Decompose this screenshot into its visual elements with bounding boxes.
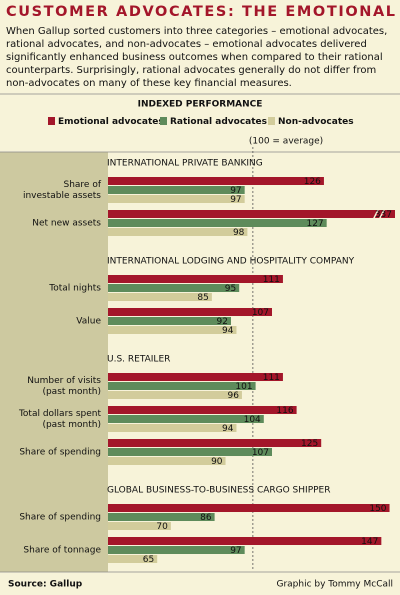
legend-swatch <box>160 117 167 125</box>
bar <box>108 448 272 456</box>
value-label: 97 <box>230 546 241 556</box>
value-label: 65 <box>143 555 154 565</box>
reference-label: (100 = average) <box>249 137 323 147</box>
value-label: 126 <box>304 177 321 187</box>
credit: Graphic by Tommy McCall <box>276 580 393 590</box>
category-label: Total nights <box>48 284 101 294</box>
bar <box>108 555 158 563</box>
bar <box>108 406 297 414</box>
bar <box>108 186 245 194</box>
bar <box>108 326 237 334</box>
label-column <box>0 152 108 572</box>
value-label: 104 <box>244 415 261 425</box>
category-label: Net new assets <box>32 219 101 229</box>
group-title: INTERNATIONAL LODGING AND HOSPITALITY CO… <box>107 257 355 267</box>
legend-swatch <box>48 117 55 125</box>
value-label: 96 <box>227 391 239 401</box>
value-label: 111 <box>263 275 280 285</box>
value-label: 107 <box>252 308 269 318</box>
bar <box>108 522 171 530</box>
axis-break <box>372 207 380 221</box>
value-label: 94 <box>222 326 234 336</box>
value-label: 86 <box>200 513 212 523</box>
bar <box>108 415 264 423</box>
value-label: 92 <box>217 317 228 327</box>
value-label: 94 <box>222 424 234 434</box>
group-title: INTERNATIONAL PRIVATE BANKING <box>107 159 263 169</box>
category-label: Share of spending <box>19 513 101 523</box>
bar <box>108 228 248 236</box>
value-label: 70 <box>156 522 168 532</box>
value-label: 150 <box>369 504 386 514</box>
bar <box>108 284 240 292</box>
value-label: 111 <box>263 373 280 383</box>
category-label: Number of visits <box>27 376 101 386</box>
category-label: Total dollars spent <box>18 409 102 419</box>
value-label: 107 <box>252 448 269 458</box>
bar <box>108 195 245 203</box>
title: CUSTOMER ADVOCATES: THE EMOTIONAL ROI <box>6 4 400 20</box>
value-label: 85 <box>197 293 208 303</box>
bar <box>108 210 395 218</box>
legend-label: Emotional advocates <box>58 117 164 127</box>
value-label: 116 <box>276 406 293 416</box>
value-label: 125 <box>301 439 318 449</box>
legend-label: Rational advocates <box>170 117 267 127</box>
bar <box>108 382 256 390</box>
bar <box>108 504 390 512</box>
bar <box>108 308 272 316</box>
bar <box>108 546 245 554</box>
bar <box>108 537 382 545</box>
subtitle: When Gallup sorted customers into three … <box>6 26 388 89</box>
bar <box>108 275 283 283</box>
category-label: (past month) <box>42 420 101 430</box>
bar <box>108 513 215 521</box>
category-label: Value <box>76 317 101 327</box>
bar <box>108 439 322 447</box>
value-label: 337 <box>375 210 392 220</box>
bar <box>108 317 231 325</box>
value-label: 90 <box>211 457 223 467</box>
category-label: Share of spending <box>19 448 101 458</box>
group-title: U.S. RETAILER <box>107 355 170 365</box>
value-label: 127 <box>306 219 323 229</box>
bar <box>108 219 327 227</box>
value-label: 97 <box>230 195 241 205</box>
value-label: 98 <box>233 228 245 238</box>
category-label: Share of tonnage <box>23 546 101 556</box>
axis-break <box>378 207 386 221</box>
bar <box>108 391 242 399</box>
value-label: 97 <box>230 186 241 196</box>
group-title: GLOBAL BUSINESS-TO-BUSINESS CARGO SHIPPE… <box>107 486 331 496</box>
chart-title: INDEXED PERFORMANCE <box>138 100 263 110</box>
legend-swatch <box>268 117 275 125</box>
value-label: 101 <box>235 382 252 392</box>
category-label: (past month) <box>42 387 101 397</box>
value-label: 147 <box>361 537 378 547</box>
source: Source: Gallup <box>8 580 83 590</box>
bar <box>108 373 283 381</box>
value-label: 95 <box>225 284 236 294</box>
bar <box>108 293 212 301</box>
category-label: Share of <box>63 180 101 190</box>
bar <box>108 457 226 465</box>
category-label: investable assets <box>23 191 101 201</box>
bar <box>108 177 324 185</box>
legend-label: Non-advocates <box>278 117 354 127</box>
bar <box>108 424 237 432</box>
